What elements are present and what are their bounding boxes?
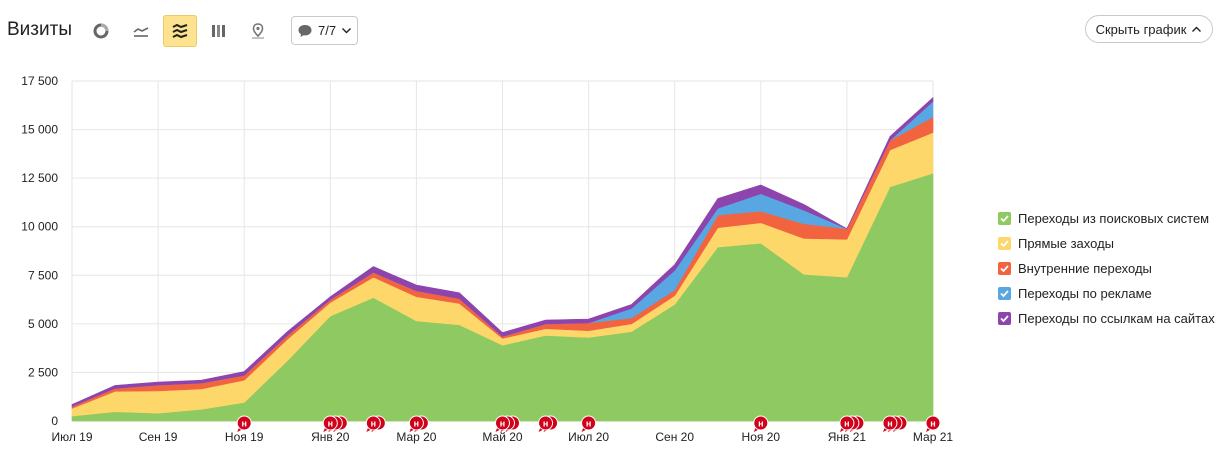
counter-label: 7/7 — [318, 23, 337, 38]
annotation-marker[interactable]: н — [236, 415, 252, 432]
x-axis: Июл 19 Сен 19 Ноя 19 Янв 20 Мар 20 Май 20 Июл … — [51, 430, 953, 444]
hide-chart-label: Скрыть график — [1095, 21, 1187, 37]
legend-item[interactable]: Переходы по ссылкам на сайтах — [998, 306, 1215, 331]
area-chart-button[interactable] — [163, 15, 197, 47]
legend-item[interactable]: Переходы по рекламе — [998, 281, 1215, 306]
map-button[interactable] — [241, 15, 275, 47]
annotation-marker[interactable]: н — [882, 415, 908, 432]
annotation-marker-label: н — [758, 419, 763, 429]
x-tick-label: Сен 19 — [139, 430, 178, 444]
y-tick-label: 5 000 — [28, 317, 58, 331]
x-tick-label: Июл 20 — [568, 430, 609, 444]
annotation-marker[interactable]: н — [753, 415, 769, 432]
bar-chart-icon — [212, 25, 225, 37]
x-tick-label: Янв 21 — [828, 430, 867, 444]
area-series-5[interactable] — [71, 96, 934, 407]
annotation-marker[interactable]: н — [925, 415, 941, 432]
x-tick-label: Мар 20 — [396, 430, 436, 444]
annotation-marker-bubble — [236, 415, 252, 431]
checkbox-checked-icon[interactable] — [998, 312, 1011, 325]
annotation-marker-bubble — [495, 415, 510, 431]
x-tick-label: Ноя 20 — [742, 430, 781, 444]
line-chart-icon — [133, 27, 149, 37]
legend-item[interactable]: Переходы из поисковых систем — [998, 206, 1215, 231]
chart-header: Визиты — [0, 0, 1224, 60]
y-tick-label: 0 — [51, 414, 58, 428]
annotation-marker-bubble — [839, 415, 855, 431]
y-axis: 0 2 500 5 000 7 500 10 000 12 500 15 000 17 500 — [21, 74, 58, 428]
annotation-marker-bubble — [753, 415, 769, 431]
stacked-area-chart: н н н н н н н н н н н 0 2 500 5 000 7 500 10 000 12 500… — [21, 74, 953, 444]
annotation-marker[interactable]: н — [538, 415, 559, 432]
report-title: Визиты — [7, 19, 72, 40]
annotation-marker-label: н — [887, 419, 892, 429]
y-tick-label: 15 000 — [21, 123, 58, 137]
annotation-marker-label: н — [586, 419, 591, 429]
annotation-marker-bubble — [538, 415, 554, 431]
annotation-marker-bubble — [925, 415, 941, 431]
y-tick-label: 17 500 — [21, 74, 58, 88]
checkbox-checked-icon[interactable] — [998, 237, 1011, 250]
pie-chart-button[interactable] — [84, 15, 118, 47]
legend-label: Переходы по ссылкам на сайтах — [1018, 311, 1215, 326]
annotation-marker-label: н — [371, 419, 376, 429]
legend-item[interactable]: Прямые заходы — [998, 231, 1215, 256]
annotation-marker[interactable]: н — [365, 415, 386, 432]
legend-item[interactable]: Внутренние переходы — [998, 256, 1215, 281]
checkbox-checked-icon[interactable] — [998, 287, 1011, 300]
chevron-up-icon — [1192, 26, 1202, 32]
y-tick-label: 10 000 — [21, 220, 58, 234]
hide-chart-button[interactable]: Скрыть график — [1085, 15, 1213, 43]
map-icon — [252, 23, 264, 39]
legend-label: Переходы из поисковых систем — [1018, 211, 1210, 226]
checkbox-checked-icon[interactable] — [998, 212, 1011, 225]
pie-chart-icon — [93, 23, 109, 39]
annotation-marker-bubble — [322, 415, 338, 431]
y-tick-label: 7 500 — [28, 268, 58, 282]
legend-label: Внутренние переходы — [1018, 261, 1152, 276]
x-tick-label: Июл 19 — [51, 430, 92, 444]
x-tick-label: Мар 21 — [913, 430, 953, 444]
annotation-marker[interactable]: н — [839, 415, 865, 432]
area-chart-icon — [172, 23, 188, 39]
annotation-marker-bubble — [882, 415, 898, 431]
checkbox-checked-icon[interactable] — [998, 262, 1011, 275]
annotation-marker-label: н — [930, 419, 935, 429]
annotations-counter-button[interactable]: 7/7 — [291, 16, 358, 45]
legend-label: Прямые заходы — [1018, 236, 1115, 251]
y-tick-label: 12 500 — [21, 171, 58, 185]
annotation-marker[interactable]: н — [322, 415, 348, 432]
annotation-marker-bubble — [581, 415, 597, 431]
x-tick-label: Сен 20 — [655, 430, 694, 444]
y-tick-label: 2 500 — [28, 365, 58, 379]
annotation-marker-label: н — [543, 419, 548, 429]
annotation-marker-bubble — [365, 415, 381, 431]
x-tick-label: Ноя 19 — [225, 430, 264, 444]
annotation-marker-label: н — [241, 419, 246, 429]
annotation-marker-label: н — [328, 419, 333, 429]
line-chart-button[interactable] — [124, 15, 158, 47]
legend-label: Переходы по рекламе — [1018, 286, 1152, 301]
annotation-marker-label: н — [414, 419, 419, 429]
annotation-marker[interactable]: н — [581, 415, 597, 432]
annotation-marker-label: н — [500, 419, 505, 429]
x-tick-label: Янв 20 — [311, 430, 350, 444]
chevron-down-icon — [342, 28, 352, 34]
legend: Переходы из поисковых систем Прямые заход… — [998, 206, 1215, 331]
annotation-marker[interactable]: н — [495, 415, 520, 432]
comment-icon — [298, 24, 312, 37]
annotation-marker-label: н — [844, 419, 849, 429]
annotation-marker-bubble — [408, 415, 424, 431]
bar-chart-button[interactable] — [202, 15, 236, 47]
annotation-marker[interactable]: н — [408, 415, 429, 432]
x-tick-label: Май 20 — [482, 430, 523, 444]
